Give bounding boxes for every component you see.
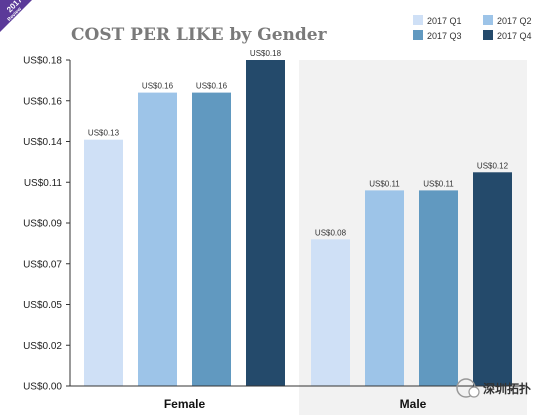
bar-female-2017-q2: [138, 92, 177, 386]
legend-label: 2017 Q2: [497, 16, 532, 26]
watermark: 深圳拓扑: [456, 378, 531, 398]
y-axis: US$0.00 US$0.02 US$0.05 US$0.07 US$0.09 US$0.…: [23, 56, 71, 393]
chart-title: COST PER LIKE by Gender: [71, 25, 328, 45]
chat-bubble-icon-small: [468, 386, 480, 398]
bar-male-2017-q3: [419, 190, 458, 386]
legend-label: 2017 Q3: [427, 31, 462, 41]
data-labels: US$0.13 US$0.16 US$0.16 US$0.18 US$0.08 US$0.…: [88, 49, 509, 237]
bars: [84, 60, 512, 386]
bar-male-2017-q1: [311, 239, 350, 386]
y-tick-label: US$0.14: [23, 137, 62, 148]
y-tick-label: US$0.11: [24, 178, 63, 189]
bar-female-2017-q3: [192, 92, 231, 386]
review-badge: 2017 Review: [0, 0, 32, 32]
bar-male-2017-q4: [473, 172, 512, 386]
bar-female-2017-q1: [84, 139, 123, 386]
y-tick-label: US$0.02: [23, 341, 62, 352]
data-label: US$0.16: [196, 82, 228, 91]
legend-swatch: [413, 30, 423, 40]
legend-swatch: [483, 30, 493, 40]
data-label: US$0.11: [423, 179, 454, 188]
data-label: US$0.18: [250, 49, 282, 58]
bar-male-2017-q2: [365, 190, 404, 386]
data-label: US$0.13: [88, 129, 120, 138]
bar-female-2017-q4: [246, 60, 285, 386]
data-label: US$0.11: [369, 179, 400, 188]
badge-ribbon: [0, 0, 32, 32]
legend-label: 2017 Q4: [497, 31, 532, 41]
category-label-male: Male: [400, 397, 427, 411]
y-tick-label: US$0.05: [23, 300, 62, 311]
legend-label: 2017 Q1: [427, 16, 462, 26]
legend-swatch: [413, 15, 423, 25]
data-label: US$0.16: [142, 82, 174, 91]
y-tick-label: US$0.07: [23, 259, 62, 270]
y-tick-label: US$0.09: [23, 219, 62, 230]
y-tick-label: US$0.16: [23, 96, 62, 107]
data-label: US$0.12: [477, 161, 509, 170]
legend-swatch: [483, 15, 493, 25]
legend: 2017 Q1 2017 Q2 2017 Q3 2017 Q4: [413, 15, 532, 41]
watermark-text: 深圳拓扑: [483, 381, 531, 396]
y-tick-label: US$0.18: [23, 56, 62, 67]
category-label-female: Female: [164, 397, 206, 411]
x-axis: Female Male: [70, 385, 527, 411]
data-label: US$0.08: [315, 228, 347, 237]
y-tick-label: US$0.00: [23, 382, 62, 393]
